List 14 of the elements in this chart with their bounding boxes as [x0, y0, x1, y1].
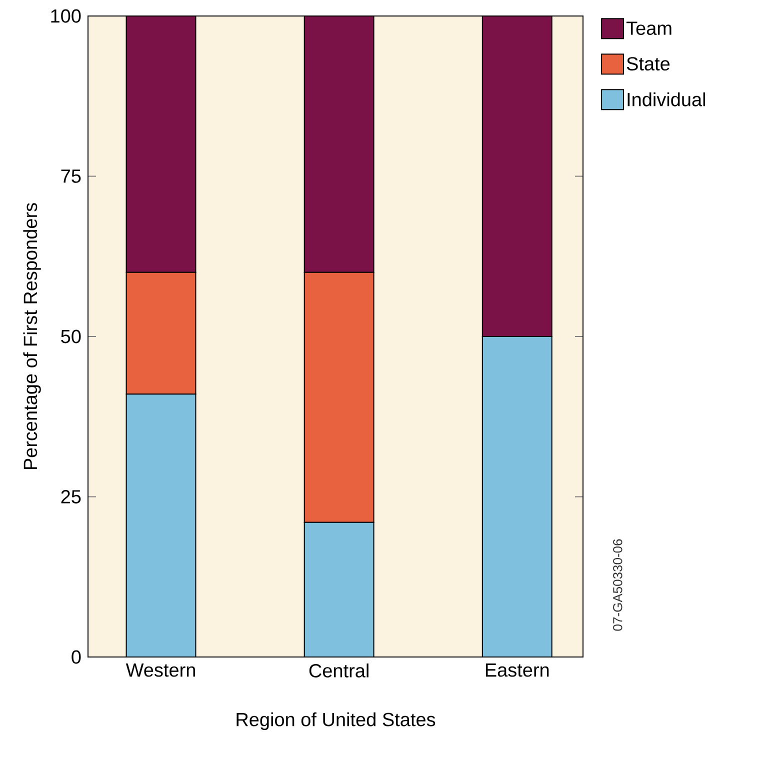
- y-tick-label: 0: [72, 650, 81, 664]
- x-tick-label: Western: [126, 664, 195, 677]
- y-tick-label: 50: [61, 330, 81, 344]
- y-tick-label: 100: [51, 9, 81, 23]
- x-tick-label: Eastern: [486, 664, 549, 677]
- x-axis-title: Region of United States: [236, 712, 436, 730]
- legend-label: Team: [626, 22, 672, 35]
- y-tick-label: 25: [61, 490, 81, 504]
- y-axis-title: Percentage of First Responders: [23, 203, 41, 470]
- legend-label: Individual: [628, 92, 706, 106]
- y-tick-label: 75: [61, 170, 81, 183]
- text: 07-GA50330-06: [613, 539, 622, 631]
- legend-label: State: [626, 57, 670, 71]
- x-tick-label: Central: [309, 664, 368, 678]
